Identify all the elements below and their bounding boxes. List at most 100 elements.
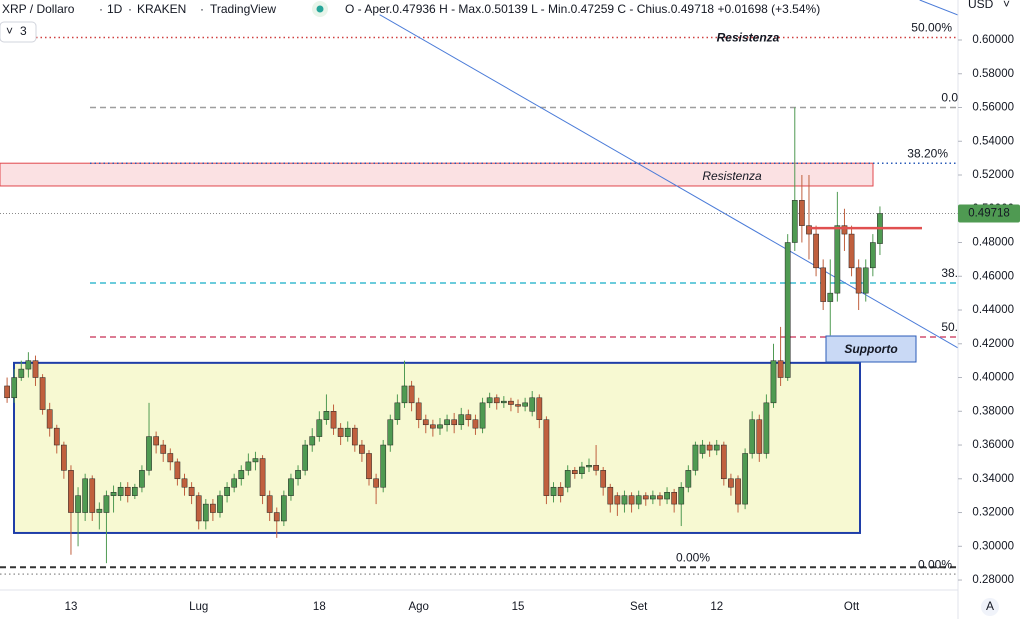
x-tick-label: Set <box>630 601 648 613</box>
support-label: Supporto <box>844 342 897 356</box>
y-tick-label: 0.56000 <box>972 102 1014 114</box>
candle-body <box>273 512 280 522</box>
y-tick-label: 0.48000 <box>972 237 1014 249</box>
candle-body <box>508 400 514 405</box>
candle-body <box>465 414 472 420</box>
y-tick-label: 0.28000 <box>972 574 1014 586</box>
candle-body <box>706 444 713 451</box>
candle-body <box>188 486 195 496</box>
candle-body <box>486 397 493 404</box>
candle-body <box>309 436 316 446</box>
trendline <box>919 0 958 16</box>
sep: · <box>99 2 103 16</box>
y-tick-label: 0.36000 <box>972 439 1014 451</box>
y-tick-label: 0.46000 <box>972 270 1014 282</box>
indicator-toggle[interactable] <box>0 21 37 43</box>
x-tick-label: 18 <box>313 601 326 613</box>
candle-body <box>713 444 720 451</box>
candle-body <box>642 495 649 500</box>
candle-body <box>224 486 230 496</box>
candle-body <box>174 461 181 480</box>
level-label: 0.0 <box>941 91 958 105</box>
candle-body <box>784 242 791 378</box>
candle-body <box>862 267 869 294</box>
exchange: KRAKEN <box>137 2 186 16</box>
candle-body <box>153 436 159 446</box>
candle-body <box>160 444 167 454</box>
candle-body <box>806 225 812 235</box>
x-tick-label: Ott <box>844 601 860 613</box>
candle-body <box>586 465 592 468</box>
level-label: 0.00% <box>676 550 710 564</box>
candle-body <box>259 458 266 496</box>
y-tick-label: 0.60000 <box>972 34 1014 46</box>
candle-body <box>266 495 273 513</box>
candle-body <box>529 397 536 412</box>
candle-body <box>295 470 301 480</box>
interval: 1D <box>107 2 123 16</box>
candle-body <box>472 419 479 429</box>
candle-body <box>720 444 727 480</box>
candle-body <box>330 411 337 429</box>
resistance-top-label: Resistenza <box>717 31 780 45</box>
candle-body <box>607 486 614 505</box>
candle-body <box>181 478 188 488</box>
candle-body <box>131 486 138 496</box>
candle-body <box>302 444 308 471</box>
scale-mode: A <box>986 599 994 613</box>
candle-body <box>699 444 706 454</box>
sep: · <box>200 2 204 16</box>
candle-body <box>493 397 500 404</box>
candle-body <box>685 470 692 488</box>
indicator-count: 3 <box>20 24 27 38</box>
candle-body <box>18 368 25 378</box>
candle-body <box>238 470 245 480</box>
candle-body <box>813 233 819 269</box>
level-label: 0.00% <box>918 557 952 571</box>
candle-body <box>82 478 89 513</box>
candle-body <box>96 508 103 513</box>
candle-body <box>500 400 507 404</box>
candle-body <box>458 414 465 426</box>
candle-body <box>564 470 571 488</box>
candle-body <box>53 427 60 446</box>
candle-body <box>827 292 834 302</box>
candle-body <box>217 495 223 513</box>
currency: USD <box>968 0 994 11</box>
candle-body <box>359 444 365 454</box>
candle-body <box>39 377 46 410</box>
candle-body <box>4 385 10 399</box>
candle-body <box>550 486 557 496</box>
candle-body <box>593 465 599 471</box>
candle-body <box>167 453 174 463</box>
price-tag-label: 0.49718 <box>968 208 1010 220</box>
candle-body <box>799 200 805 226</box>
candle-body <box>664 492 670 500</box>
scale-mode-button[interactable] <box>981 598 999 616</box>
price-tag <box>958 204 1020 223</box>
chevron: ˅ <box>6 24 13 38</box>
candle-body <box>536 397 543 420</box>
x-tick-label: 12 <box>710 601 723 613</box>
candle-body <box>841 225 848 235</box>
candle-body <box>252 458 259 463</box>
y-tick-label: 0.44000 <box>972 304 1014 316</box>
plot-area: Resistenza 50.00% 0.0 38.20% 38. 50. 0.00% 0.00… <box>0 0 958 575</box>
candle-body <box>75 495 81 513</box>
candle-body <box>68 470 74 513</box>
candle-body <box>770 360 777 404</box>
status-dot <box>316 5 324 13</box>
candle-body <box>749 419 756 454</box>
candle-body <box>25 360 32 370</box>
candle-body <box>366 453 372 480</box>
candle-body <box>202 503 209 522</box>
y-tick-label: 0.40000 <box>972 372 1014 384</box>
candle-body <box>756 419 763 454</box>
ohlc-info: O - Aper.0.47936 H - Max.0.50139 L - Min… <box>345 2 820 16</box>
candle-body <box>401 385 408 404</box>
candle-body <box>657 495 663 500</box>
candle-body <box>444 419 450 426</box>
candle-body <box>139 470 145 488</box>
level-label: 50. <box>941 320 958 334</box>
